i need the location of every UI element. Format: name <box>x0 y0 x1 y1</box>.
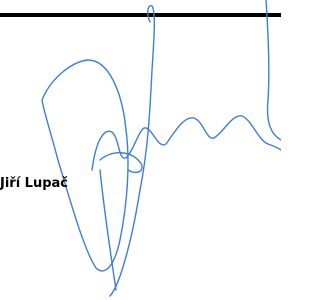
signature-stroke <box>92 116 281 170</box>
signature-drawing <box>0 0 281 300</box>
signature-stroke <box>266 0 281 140</box>
signer-name: Jiří Lupač <box>0 176 68 191</box>
signature-stroke <box>100 170 116 290</box>
signature-stroke <box>42 60 128 271</box>
page: {"signature": {"name": "Jiří Lupač"}} Ji… <box>0 0 281 300</box>
